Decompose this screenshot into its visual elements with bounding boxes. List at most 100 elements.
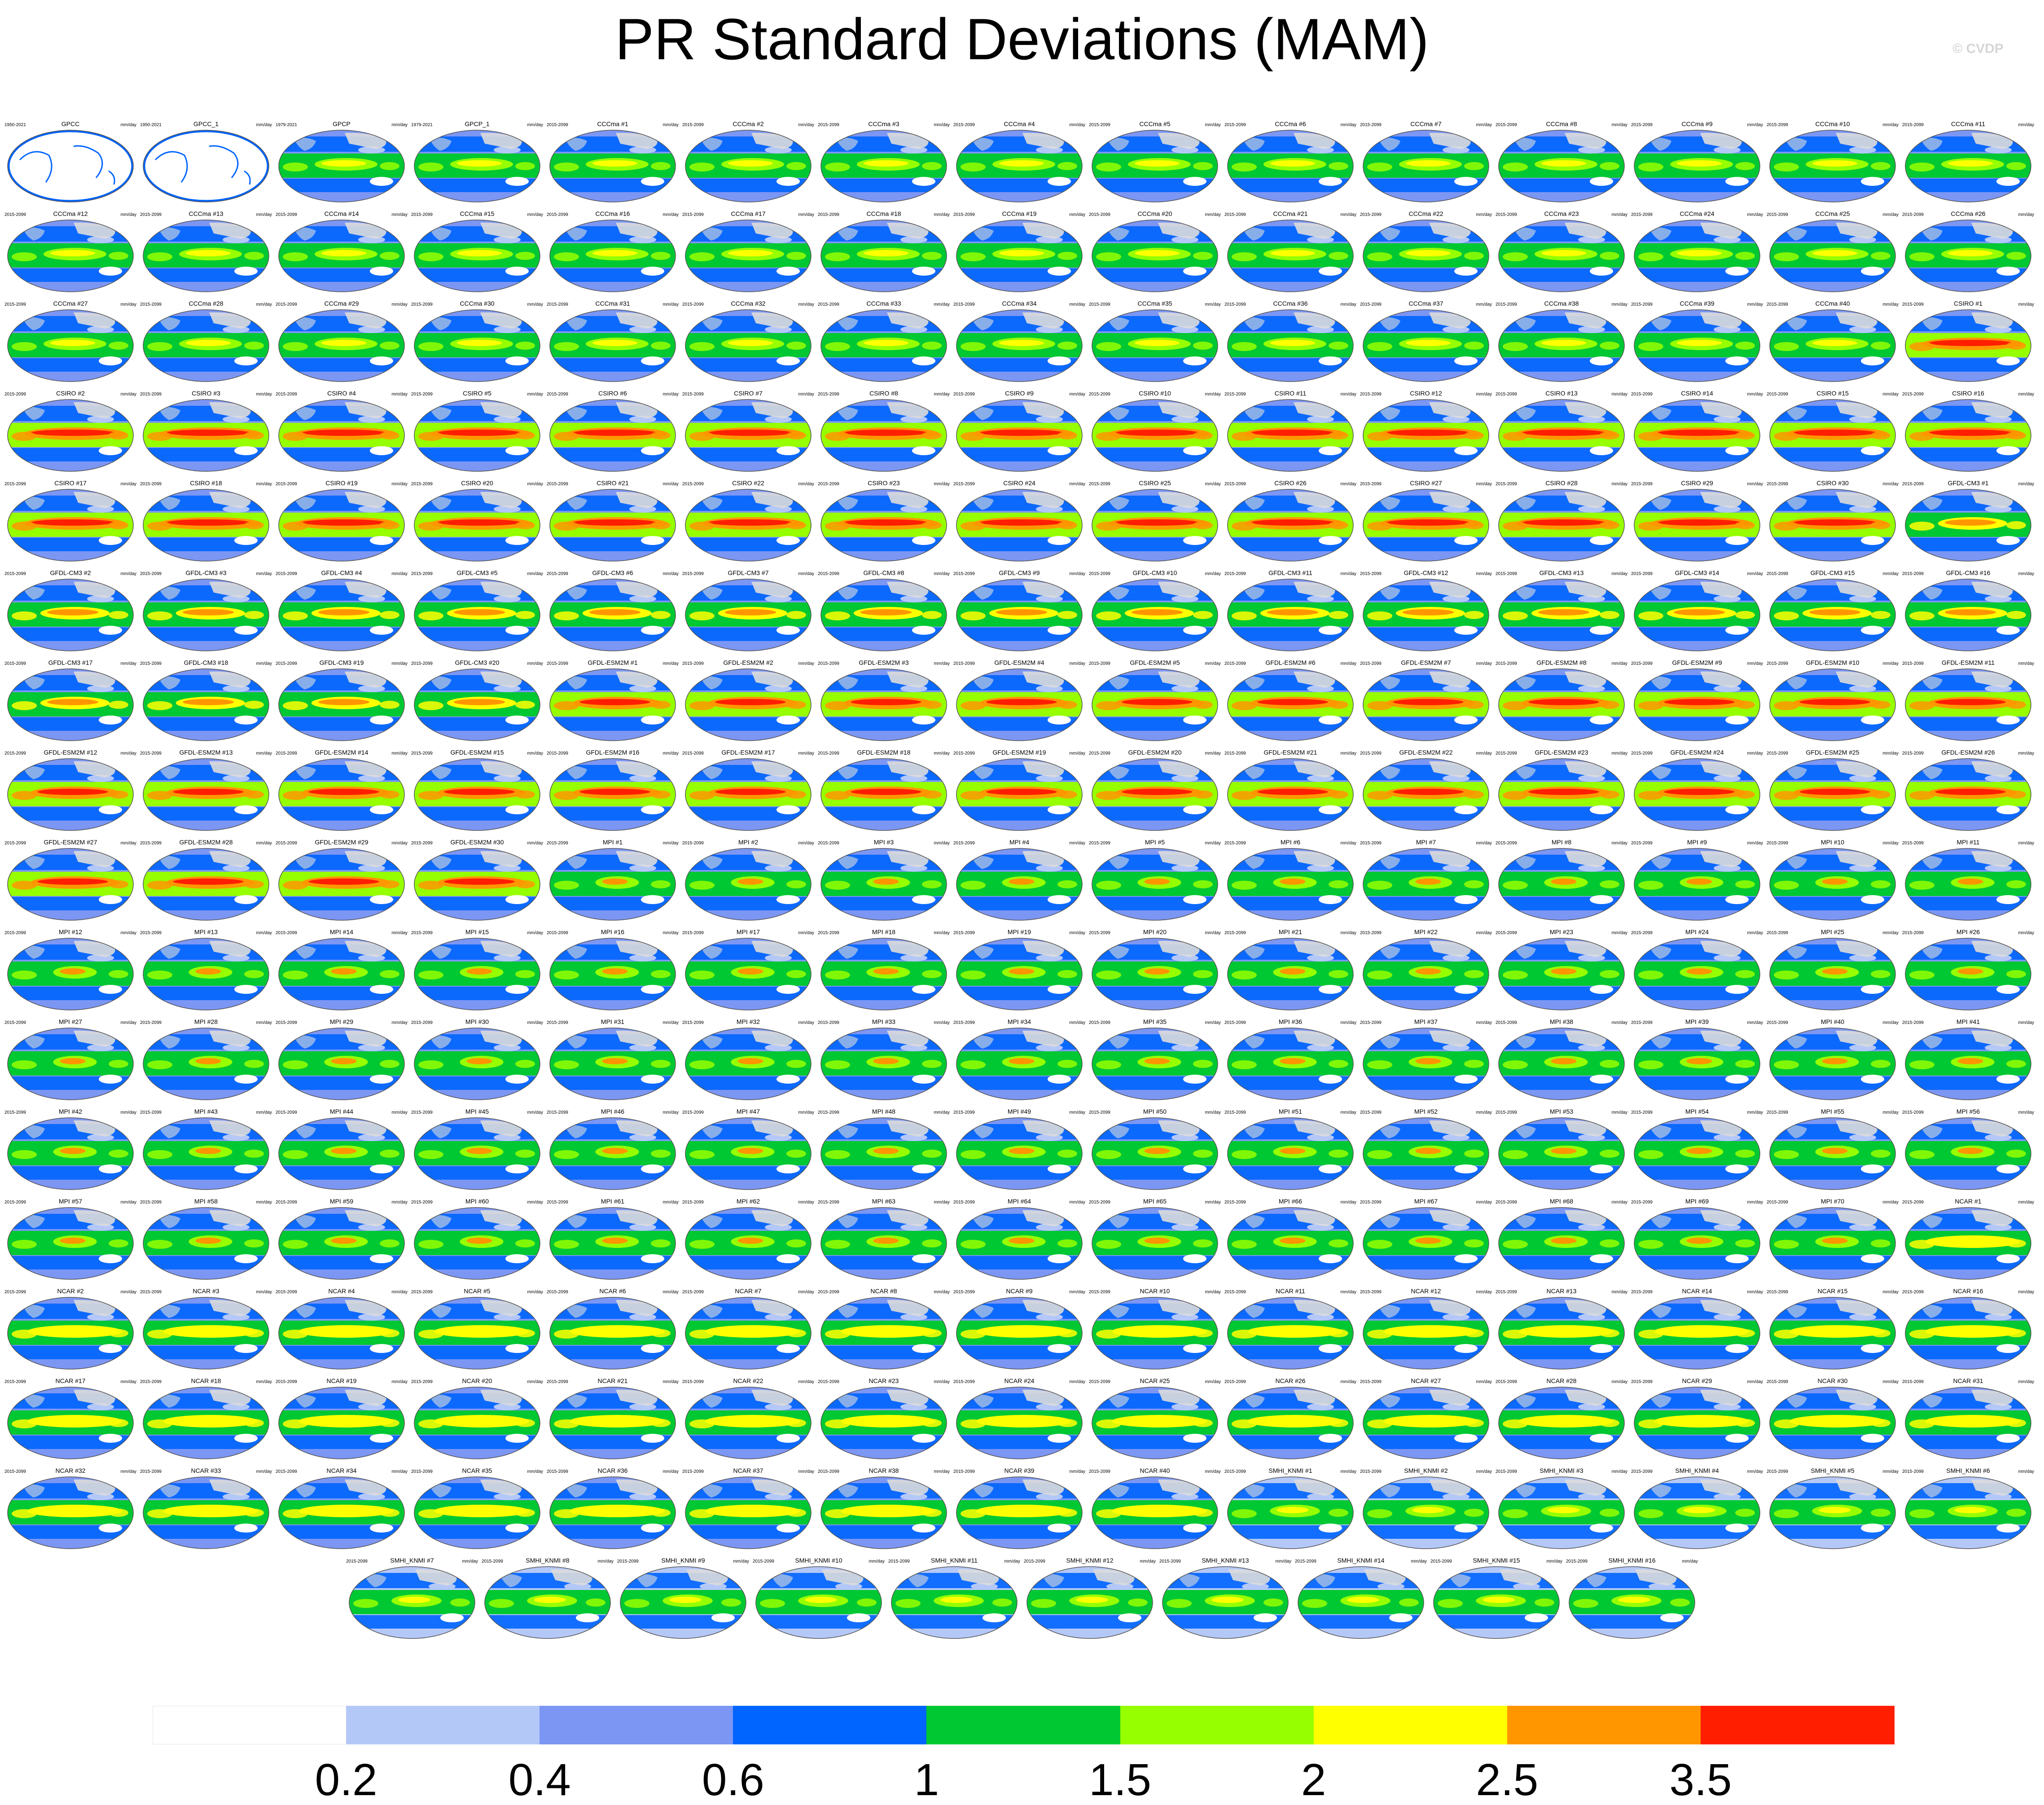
colorbar-swatch bbox=[1120, 1706, 1314, 1744]
map-cell: 2015-2099 MPI #21 mm/day bbox=[1223, 925, 1358, 1014]
map-panel bbox=[1905, 130, 2031, 202]
panel-units: mm/day bbox=[1205, 482, 1221, 487]
panel-period: 2015-2099 bbox=[276, 571, 297, 576]
map-cell: 2015-2099 MPI #23 mm/day bbox=[1494, 925, 1629, 1014]
map-cell: 2015-2099 CSIRO #27 mm/day bbox=[1358, 476, 1494, 566]
map-panel bbox=[1498, 1297, 1625, 1370]
map-cell: 2015-2099 CSIRO #20 mm/day bbox=[409, 476, 545, 566]
map-cell: 2015-2099 CSIRO #24 mm/day bbox=[952, 476, 1087, 566]
map-cell: 2015-2099 MPI #57 mm/day bbox=[3, 1194, 138, 1284]
panel-units: mm/day bbox=[256, 482, 272, 487]
panel-units: mm/day bbox=[1205, 1379, 1221, 1384]
map-cell: 2015-2099 MPI #50 mm/day bbox=[1087, 1104, 1223, 1194]
panel-period: 2015-2099 bbox=[953, 1379, 975, 1384]
panel-units: mm/day bbox=[391, 1290, 408, 1295]
panel-period: 2015-2099 bbox=[140, 1020, 162, 1025]
panel-period: 2015-2099 bbox=[682, 212, 704, 217]
map-panel bbox=[278, 1028, 405, 1100]
map-panel bbox=[143, 399, 269, 472]
map-panel bbox=[956, 938, 1083, 1010]
panel-period: 2015-2099 bbox=[1224, 212, 1246, 217]
map-cell: 2015-2099 NCAR #33 mm/day bbox=[138, 1463, 274, 1553]
panel-title: CSIRO #27 bbox=[1410, 479, 1442, 487]
panel-units: mm/day bbox=[1069, 1200, 1085, 1205]
panel-period: 2015-2099 bbox=[1902, 302, 1924, 307]
panel-period: 2015-2099 bbox=[1360, 1110, 1382, 1115]
panel-period: 2015-2099 bbox=[4, 392, 26, 397]
panel-title: NCAR #20 bbox=[462, 1377, 492, 1384]
map-cell: 2015-2099 NCAR #17 mm/day bbox=[3, 1374, 138, 1463]
panel-period: 2015-2099 bbox=[682, 571, 704, 576]
panel-title: CCCma #14 bbox=[324, 210, 359, 217]
panel-units: mm/day bbox=[1476, 392, 1492, 397]
map-cell: 2015-2099 CSIRO #12 mm/day bbox=[1358, 386, 1494, 476]
panel-units: mm/day bbox=[391, 1200, 408, 1205]
panel-title: SMHI_KNMI #10 bbox=[795, 1557, 842, 1564]
map-panel bbox=[1026, 1566, 1153, 1639]
map-cell: 2015-2099 MPI #41 mm/day bbox=[1900, 1014, 2036, 1104]
panel-units: mm/day bbox=[934, 751, 950, 756]
map-cell: 2015-2099 GFDL-CM3 #8 mm/day bbox=[816, 566, 952, 655]
panel-title: GFDL-ESM2M #4 bbox=[994, 659, 1044, 666]
map-cell: 2015-2099 NCAR #25 mm/day bbox=[1087, 1374, 1223, 1463]
map-panel bbox=[278, 848, 405, 921]
map-panel bbox=[1363, 1297, 1489, 1370]
map-panel bbox=[685, 1117, 811, 1190]
map-panel bbox=[1227, 1028, 1354, 1100]
panel-title: GFDL-CM3 #11 bbox=[1268, 569, 1312, 576]
map-panel bbox=[685, 668, 811, 741]
panel-units: mm/day bbox=[256, 1290, 272, 1295]
map-cell: 2015-2099 CSIRO #10 mm/day bbox=[1087, 386, 1223, 476]
panel-period: 2015-2099 bbox=[4, 931, 26, 935]
map-cell: 2015-2099 CCCma #6 mm/day bbox=[1223, 117, 1358, 206]
map-cell: 2015-2099 NCAR #26 mm/day bbox=[1223, 1374, 1358, 1463]
map-panel bbox=[820, 848, 947, 921]
panel-units: mm/day bbox=[1682, 1559, 1698, 1564]
panel-units: mm/day bbox=[1140, 1559, 1156, 1564]
panel-title: MPI #27 bbox=[58, 1018, 83, 1025]
panel-title: NCAR #36 bbox=[597, 1467, 628, 1474]
panel-units: mm/day bbox=[934, 571, 950, 576]
map-cell: 2015-2099 GFDL-CM3 #12 mm/day bbox=[1358, 566, 1494, 655]
panel-title: CSIRO #28 bbox=[1545, 479, 1578, 487]
panel-period: 2015-2099 bbox=[682, 1200, 704, 1205]
panel-period: 2015-2099 bbox=[1631, 123, 1653, 127]
map-cell: 2015-2099 GFDL-ESM2M #30 mm/day bbox=[409, 835, 545, 925]
map-panel bbox=[1905, 1297, 2031, 1370]
map-cell: 2015-2099 MPI #4 mm/day bbox=[952, 835, 1087, 925]
panel-period: 2015-2099 bbox=[1360, 212, 1382, 217]
map-cell: 2015-2099 NCAR #31 mm/day bbox=[1900, 1374, 2036, 1463]
panel-period: 2015-2099 bbox=[1360, 841, 1382, 846]
panel-period: 1979-2021 bbox=[276, 123, 297, 127]
panel-period: 2015-2099 bbox=[1496, 1379, 1517, 1384]
panel-title: NCAR #19 bbox=[326, 1377, 357, 1384]
panel-units: mm/day bbox=[934, 123, 950, 127]
map-panel bbox=[143, 220, 269, 292]
panel-title: GFDL-ESM2M #22 bbox=[1399, 749, 1453, 756]
panel-units: mm/day bbox=[256, 212, 272, 217]
panel-period: 2015-2099 bbox=[1496, 931, 1517, 935]
panel-units: mm/day bbox=[256, 931, 272, 935]
map-cell: 2015-2099 CCCma #35 mm/day bbox=[1087, 296, 1223, 386]
map-panel bbox=[1227, 579, 1354, 651]
panel-title: MPI #23 bbox=[1549, 928, 1574, 935]
panel-period: 2015-2099 bbox=[276, 1379, 297, 1384]
map-cell: 2015-2099 GFDL-CM3 #6 mm/day bbox=[545, 566, 680, 655]
map-panel bbox=[278, 668, 405, 741]
panel-period: 2015-2099 bbox=[818, 392, 839, 397]
panel-title: MPI #1 bbox=[602, 839, 623, 846]
map-cell: 2015-2099 MPI #24 mm/day bbox=[1629, 925, 1765, 1014]
panel-title: NCAR #31 bbox=[1953, 1377, 1983, 1384]
colorbar-swatch bbox=[733, 1706, 927, 1744]
panel-title: CSIRO #8 bbox=[869, 390, 898, 397]
map-cell: 2015-2099 SMHI_KNMI #12 mm/day bbox=[1022, 1553, 1158, 1643]
panel-title: MPI #26 bbox=[1956, 928, 1980, 935]
panel-title: NCAR #29 bbox=[1682, 1377, 1712, 1384]
panel-period: 2015-2099 bbox=[617, 1559, 639, 1564]
panel-title: MPI #25 bbox=[1820, 928, 1845, 935]
map-cell: 2015-2099 GFDL-CM3 #2 mm/day bbox=[3, 566, 138, 655]
map-panel bbox=[549, 1028, 676, 1100]
panel-units: mm/day bbox=[1747, 661, 1763, 666]
panel-period: 2015-2099 bbox=[1902, 123, 1924, 127]
map-panel bbox=[7, 579, 134, 651]
